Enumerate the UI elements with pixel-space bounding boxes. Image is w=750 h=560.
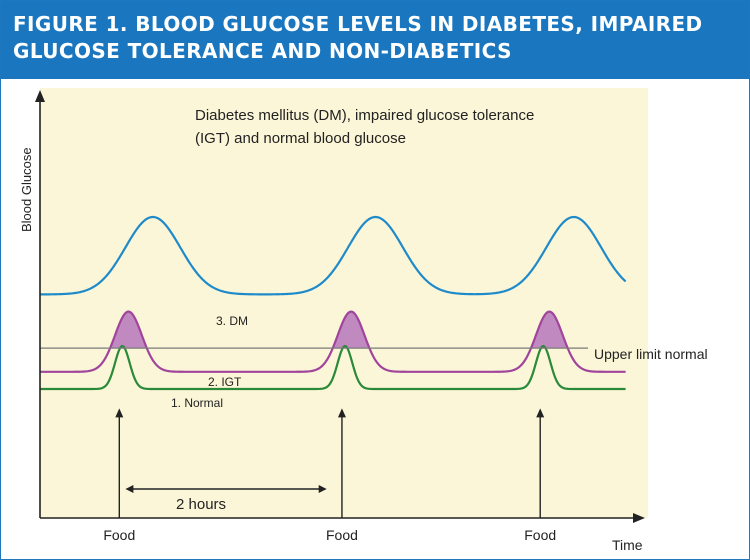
chart-title-line-1: Diabetes mellitus (DM), impaired glucose… — [195, 107, 534, 124]
series-label-dm: 3. DM — [216, 314, 248, 328]
igt-excess-area-1 — [110, 311, 147, 349]
food-label-2: Food — [326, 527, 358, 543]
food-arrowhead-3 — [536, 408, 545, 418]
interval-arrowhead-right — [318, 485, 327, 493]
upper-limit-label: Upper limit normal — [594, 346, 708, 362]
interval-arrowhead-left — [125, 485, 134, 493]
igt-excess-area-3 — [531, 311, 568, 349]
figure-banner: FIGURE 1. BLOOD GLUCOSE LEVELS IN DIABET… — [1, 1, 749, 79]
figure-title: FIGURE 1. BLOOD GLUCOSE LEVELS IN DIABET… — [13, 12, 703, 63]
plot-background — [40, 88, 648, 518]
dm-line — [40, 215, 627, 296]
x-axis-label: Time — [612, 537, 643, 553]
x-axis-arrowhead — [633, 513, 645, 523]
series-label-normal: 1. Normal — [171, 396, 223, 410]
food-label-1: Food — [103, 527, 135, 543]
normal-line — [40, 344, 626, 391]
y-axis-label: Blood Glucose — [19, 147, 34, 232]
interval-label: 2 hours — [176, 496, 226, 513]
chart-title-line-2: (IGT) and normal blood glucose — [195, 130, 406, 147]
food-arrowhead-2 — [337, 408, 346, 418]
igt-excess-area-2 — [332, 311, 370, 349]
series-label-igt: 2. IGT — [208, 375, 242, 389]
y-axis-arrowhead — [35, 90, 45, 102]
food-label-3: Food — [524, 527, 556, 543]
food-arrowhead-1 — [115, 408, 124, 418]
